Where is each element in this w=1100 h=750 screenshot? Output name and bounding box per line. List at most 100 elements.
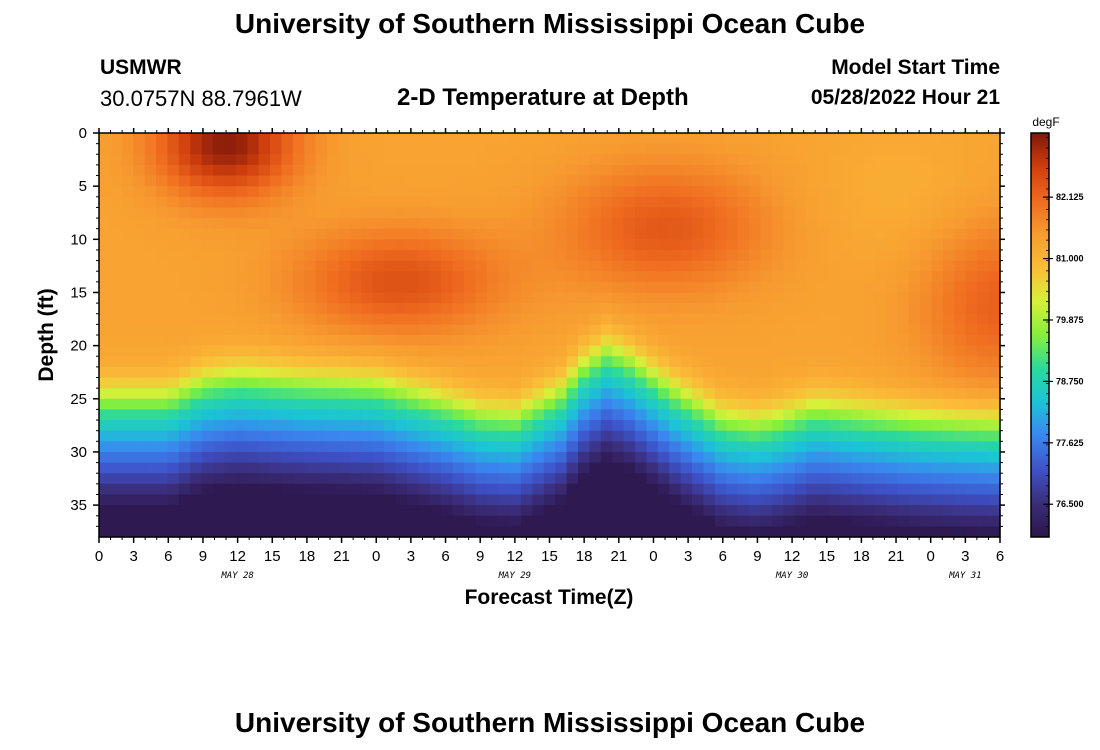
- heatmap-cell: [99, 409, 112, 421]
- heatmap-cell: [977, 377, 990, 389]
- heatmap-cell: [304, 398, 317, 411]
- heatmap-cell: [771, 186, 784, 198]
- heatmap-cell: [931, 271, 944, 283]
- heatmap-cell: [441, 196, 454, 209]
- heatmap-cell: [794, 196, 807, 209]
- heatmap-cell: [429, 462, 442, 474]
- heatmap-cell: [931, 483, 944, 496]
- heatmap-cell: [726, 228, 739, 240]
- heatmap-cell: [669, 462, 682, 474]
- heatmap-cell: [942, 430, 955, 442]
- x-tick-label: 9: [753, 548, 761, 565]
- heatmap-cell: [931, 292, 944, 304]
- heatmap-cell: [669, 483, 682, 496]
- heatmap-cell: [817, 462, 830, 474]
- heatmap-cell: [281, 462, 294, 474]
- heatmap-cell: [635, 218, 648, 230]
- heatmap-cell: [349, 366, 362, 379]
- heatmap-cell: [475, 228, 488, 240]
- heatmap-cell: [885, 133, 898, 145]
- heatmap-cell: [509, 494, 522, 506]
- heatmap-cell: [942, 483, 955, 496]
- heatmap-cell: [532, 324, 545, 336]
- heatmap-cell: [817, 483, 830, 496]
- heatmap-cell: [851, 303, 864, 315]
- heatmap-cell: [692, 473, 705, 485]
- heatmap-cell: [692, 228, 705, 240]
- heatmap-cell: [395, 228, 408, 240]
- heatmap-cell: [942, 218, 955, 230]
- heatmap-cell: [578, 345, 591, 357]
- heatmap-cell: [247, 281, 260, 294]
- heatmap-cell: [885, 207, 898, 219]
- heatmap-cell: [475, 420, 488, 432]
- heatmap-cell: [908, 366, 921, 379]
- heatmap-cell: [372, 271, 385, 283]
- heatmap-cell: [817, 292, 830, 304]
- heatmap-cell: [372, 345, 385, 357]
- heatmap-cell: [920, 164, 933, 177]
- heatmap-cell: [406, 186, 419, 198]
- x-tick-label: 0: [649, 548, 657, 565]
- heatmap-cell: [806, 483, 819, 496]
- heatmap-cell: [270, 335, 283, 347]
- heatmap-cell: [863, 218, 876, 230]
- heatmap-cell: [851, 228, 864, 240]
- heatmap-cell: [110, 228, 123, 240]
- heatmap-cell: [167, 377, 180, 389]
- heatmap-cell: [897, 143, 910, 155]
- heatmap-cell: [851, 356, 864, 368]
- heatmap-cell: [406, 505, 419, 517]
- heatmap-cell: [429, 515, 442, 527]
- heatmap-cell: [475, 409, 488, 421]
- heatmap-cell: [475, 249, 488, 262]
- heatmap-cell: [806, 239, 819, 251]
- heatmap-cell: [737, 281, 750, 294]
- heatmap-cell: [361, 175, 374, 187]
- heatmap-cell: [178, 313, 191, 325]
- heatmap-cell: [156, 356, 169, 368]
- heatmap-cell: [783, 398, 796, 411]
- heatmap-cell: [156, 366, 169, 379]
- heatmap-cell: [920, 313, 933, 325]
- heatmap-cell: [954, 324, 967, 336]
- heatmap-cell: [292, 154, 305, 166]
- heatmap-cell: [270, 356, 283, 368]
- heatmap-cell: [532, 377, 545, 389]
- colorbar-tick-label: 76.500: [1056, 499, 1084, 509]
- heatmap-cell: [509, 218, 522, 230]
- heatmap-cell: [817, 377, 830, 389]
- heatmap-cell: [806, 218, 819, 230]
- heatmap-cell: [178, 249, 191, 262]
- heatmap-cell: [509, 324, 522, 336]
- heatmap-cell: [863, 420, 876, 432]
- heatmap-cell: [623, 526, 636, 538]
- heatmap-cell: [635, 377, 648, 389]
- heatmap-cell: [121, 505, 134, 517]
- heatmap-cell: [258, 335, 271, 347]
- heatmap-cell: [977, 505, 990, 517]
- heatmap-cell: [646, 377, 659, 389]
- heatmap-cell: [760, 186, 773, 198]
- heatmap-cell: [144, 515, 157, 527]
- heatmap-cell: [954, 335, 967, 347]
- heatmap-cell: [406, 366, 419, 379]
- heatmap-cell: [977, 409, 990, 421]
- heatmap-cell: [760, 420, 773, 432]
- heatmap-cell: [315, 345, 328, 357]
- heatmap-cell: [304, 451, 317, 464]
- heatmap-cell: [338, 175, 351, 187]
- heatmap-cell: [304, 239, 317, 251]
- heatmap-cell: [669, 303, 682, 315]
- heatmap-cell: [714, 356, 727, 368]
- heatmap-cell: [760, 249, 773, 262]
- heatmap-cell: [806, 409, 819, 421]
- heatmap-cell: [429, 473, 442, 485]
- heatmap-cell: [235, 462, 248, 474]
- heatmap-cell: [99, 133, 112, 145]
- heatmap-cell: [817, 164, 830, 177]
- heatmap-cell: [281, 133, 294, 145]
- heatmap-cell: [600, 154, 613, 166]
- heatmap-cell: [133, 133, 146, 145]
- heatmap-cell: [954, 366, 967, 379]
